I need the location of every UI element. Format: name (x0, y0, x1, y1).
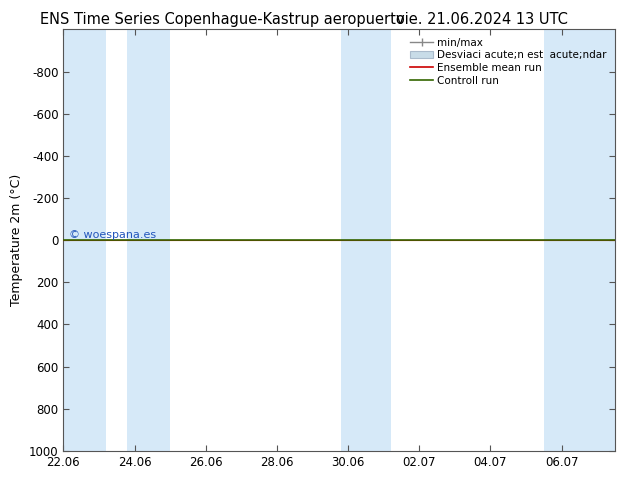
Text: vie. 21.06.2024 13 UTC: vie. 21.06.2024 13 UTC (396, 12, 568, 27)
Text: © woespana.es: © woespana.es (69, 230, 156, 240)
Bar (127, 29, 170, 451)
Bar (544, 29, 615, 451)
Legend: min/max, Desviaci acute;n est  acute;ndar, Ensemble mean run, Controll run: min/max, Desviaci acute;n est acute;ndar… (407, 35, 610, 89)
Text: ENS Time Series Copenhague-Kastrup aeropuerto: ENS Time Series Copenhague-Kastrup aerop… (39, 12, 404, 27)
Bar (63, 29, 106, 451)
Y-axis label: Temperature 2m (°C): Temperature 2m (°C) (10, 174, 23, 306)
Bar (341, 29, 391, 451)
